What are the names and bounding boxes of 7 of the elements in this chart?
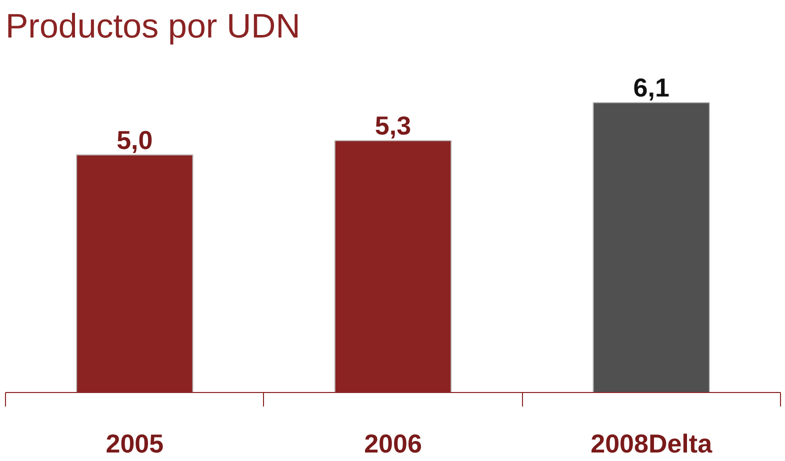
data-label: 5,0 [116, 124, 153, 155]
data-label: 6,1 [633, 72, 670, 103]
data-label: 5,3 [374, 110, 412, 141]
x-tick-label: 2008Delta [590, 428, 713, 458]
x-tick-label: 2006 [364, 428, 422, 458]
x-tick-label: 2005 [106, 428, 164, 458]
chart-title: Productos por UDN [6, 8, 300, 46]
